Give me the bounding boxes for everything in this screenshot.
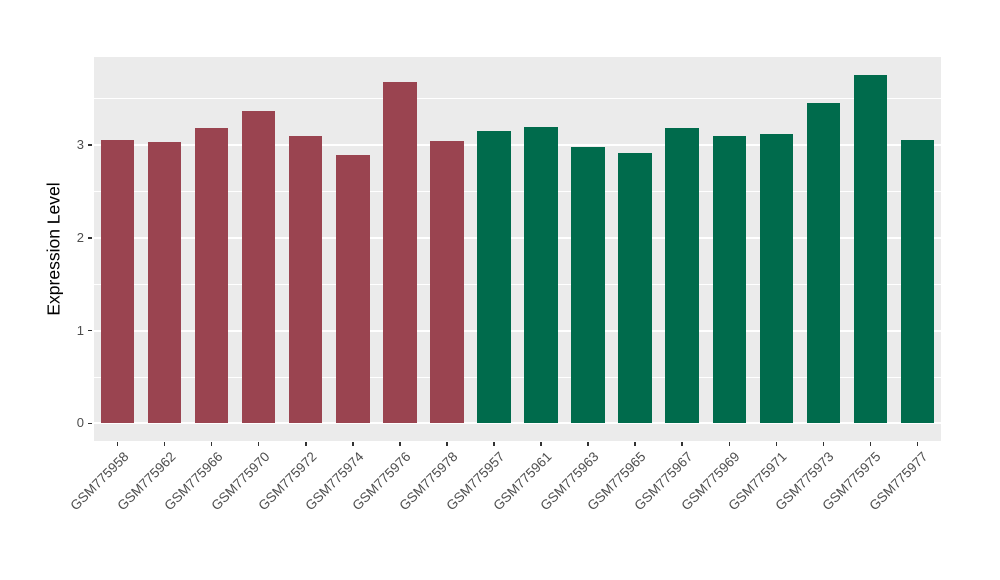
x-tick-mark-GSM775975: [869, 442, 872, 446]
x-tick-mark-GSM775974: [352, 442, 354, 446]
y-axis-tick-label: 3: [76, 137, 84, 153]
y-axis-title: Expression Level: [43, 182, 64, 316]
x-tick-mark-GSM775973: [822, 442, 825, 446]
x-tick-mark-GSM775970: [257, 442, 260, 446]
x-tick-mark-GSM775958: [116, 442, 119, 446]
bar-GSM775973: [806, 103, 841, 424]
gridline-minor-y3.5: [94, 98, 941, 100]
gridline-major-y0: [94, 422, 941, 425]
gridline-minor-y0.5: [94, 376, 941, 378]
x-tick-mark-GSM775963: [587, 442, 589, 446]
bar-GSM775969: [712, 135, 746, 424]
bar-GSM775974: [336, 155, 370, 424]
x-tick-mark-GSM775972: [305, 442, 307, 446]
y-tick-mark-2: [88, 237, 92, 239]
bar-GSM775976: [383, 82, 417, 424]
x-tick-mark-GSM775966: [210, 442, 213, 446]
y-axis-tick-label: 2: [76, 229, 84, 245]
x-axis-tick-label: GSM775977: [866, 449, 932, 514]
x-tick-mark-GSM775957: [493, 442, 495, 446]
bar-GSM775958: [100, 139, 135, 424]
x-tick-mark-GSM775965: [634, 442, 636, 446]
bar-GSM775972: [289, 135, 323, 424]
y-axis-tick-label: 1: [76, 322, 84, 338]
y-tick-mark-0: [88, 422, 92, 425]
x-tick-mark-GSM775976: [399, 442, 401, 446]
gridline-minor-y2.5: [94, 190, 941, 192]
gridline-major-y2: [94, 236, 941, 239]
x-tick-mark-GSM775969: [728, 442, 730, 446]
x-tick-mark-GSM775977: [916, 442, 919, 446]
y-axis-tick-label: 0: [76, 415, 84, 431]
plot-panel: [94, 57, 941, 441]
gridline-major-y1: [94, 329, 941, 332]
bar-GSM775957: [477, 131, 511, 424]
bar-GSM775965: [618, 152, 652, 424]
x-tick-mark-GSM775962: [163, 442, 166, 446]
x-tick-mark-GSM775971: [775, 442, 778, 446]
bar-GSM775961: [524, 126, 558, 424]
bar-GSM775971: [759, 134, 793, 424]
bar-GSM775977: [900, 139, 935, 424]
y-tick-mark-1: [88, 329, 92, 332]
bar-GSM775970: [241, 110, 276, 424]
bar-GSM775966: [194, 128, 229, 424]
x-tick-mark-GSM775961: [540, 442, 542, 446]
x-tick-mark-GSM775978: [446, 442, 448, 446]
gridline-major-y3: [94, 144, 941, 147]
y-tick-mark-3: [88, 144, 92, 146]
bar-GSM775963: [571, 147, 605, 424]
bar-GSM775975: [853, 74, 888, 424]
gridline-minor-y1.5: [94, 283, 941, 285]
x-tick-mark-GSM775967: [681, 442, 683, 446]
bar-GSM775978: [430, 140, 464, 424]
bar-GSM775962: [147, 142, 182, 424]
bar-GSM775967: [665, 128, 699, 424]
